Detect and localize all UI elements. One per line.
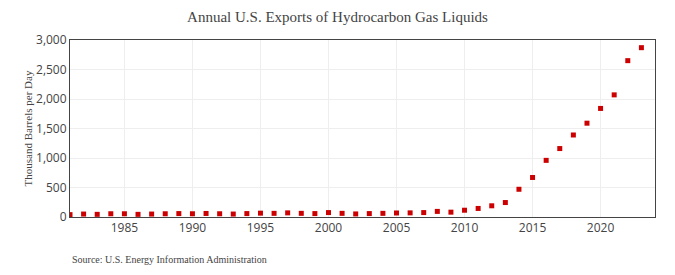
svg-text:Source: U.S. Energy Informatio: Source: U.S. Energy Information Administ… [72,254,267,265]
svg-text:2005: 2005 [383,219,411,236]
svg-text:0: 0 [60,208,67,225]
svg-text:1,500: 1,500 [36,120,67,137]
svg-text:Thousand Barrels per Day: Thousand Barrels per Day [22,70,34,186]
svg-text:Annual U.S. Exports of Hydroca: Annual U.S. Exports of Hydrocarbon Gas L… [187,9,488,25]
svg-text:2000: 2000 [315,219,343,236]
svg-text:1,000: 1,000 [36,149,67,166]
svg-text:2,500: 2,500 [36,61,67,78]
svg-text:2010: 2010 [451,219,479,236]
svg-text:1995: 1995 [247,219,275,236]
svg-text:3,000: 3,000 [36,31,67,48]
svg-text:1990: 1990 [179,219,207,236]
svg-text:2015: 2015 [519,219,547,236]
svg-text:2020: 2020 [587,219,615,236]
svg-text:500: 500 [46,179,67,196]
svg-text:2,000: 2,000 [36,90,67,107]
svg-text:1985: 1985 [111,219,139,236]
